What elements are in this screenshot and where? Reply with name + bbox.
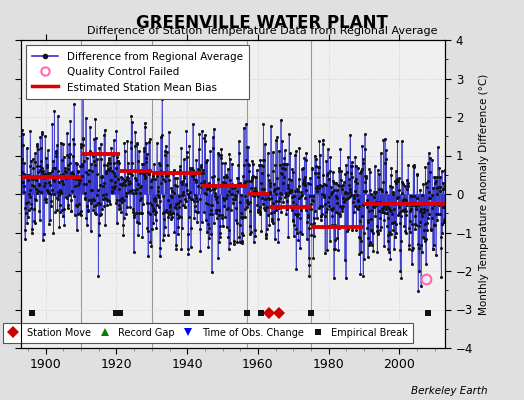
Y-axis label: Monthly Temperature Anomaly Difference (°C): Monthly Temperature Anomaly Difference (… (479, 73, 489, 315)
Legend: Station Move, Record Gap, Time of Obs. Change, Empirical Break: Station Move, Record Gap, Time of Obs. C… (3, 324, 413, 343)
Text: Berkeley Earth: Berkeley Earth (411, 386, 487, 396)
Text: Difference of Station Temperature Data from Regional Average: Difference of Station Temperature Data f… (87, 26, 437, 36)
Text: GREENVILLE WATER PLANT: GREENVILLE WATER PLANT (136, 14, 388, 32)
